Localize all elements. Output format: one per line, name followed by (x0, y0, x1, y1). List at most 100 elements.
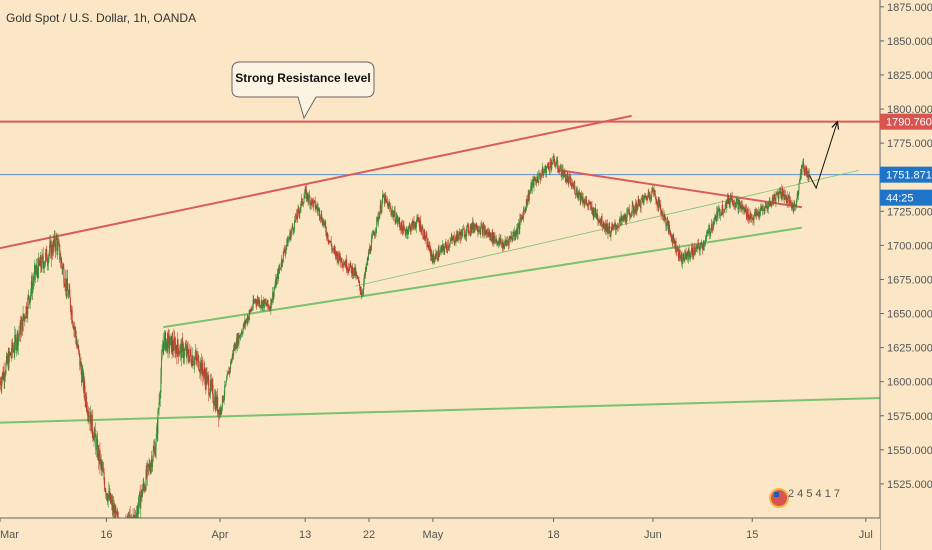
price-tick-label: 1600.000 (887, 377, 932, 389)
candle-body (521, 217, 523, 218)
trendline-resistance (0, 114, 632, 250)
candle-body (200, 362, 202, 374)
candle-body (653, 189, 655, 192)
candle-body (345, 259, 347, 268)
candle-body (539, 173, 541, 177)
candle-body (405, 232, 407, 235)
candle-body (438, 249, 440, 257)
candle-body (739, 205, 741, 209)
candle-body (485, 230, 487, 235)
candle-body (597, 219, 599, 221)
candle-body (609, 232, 611, 237)
candle-body (293, 229, 295, 231)
candle-body (614, 223, 616, 227)
candle-body (699, 246, 701, 251)
candle-body (626, 211, 628, 222)
candle-body (576, 188, 578, 194)
candle-body (72, 321, 74, 325)
candle-body (492, 232, 494, 243)
candle-body (701, 244, 703, 249)
candle-body (807, 172, 809, 175)
candle-body (158, 401, 160, 410)
candle-body (366, 263, 368, 269)
candle-body (592, 208, 594, 215)
candle-body (369, 247, 371, 252)
candle-body (265, 302, 267, 304)
candle-body (23, 314, 25, 319)
candle-body (637, 203, 639, 211)
candle-body (33, 271, 35, 282)
candle-body (777, 193, 779, 199)
candle-body (360, 291, 362, 293)
candle-body (564, 174, 566, 182)
candle-body (108, 491, 110, 500)
candle-body (457, 231, 459, 237)
candle-body (567, 177, 569, 184)
candle-body (343, 264, 345, 265)
candle-body (370, 250, 372, 252)
candle-body (612, 225, 614, 228)
candle-body (611, 226, 613, 228)
candle-body (639, 200, 641, 207)
candle-body (794, 203, 796, 205)
candle-body (724, 208, 726, 210)
candles-layer (0, 152, 810, 548)
candle-body (208, 378, 210, 395)
candle-body (310, 201, 312, 205)
candle-body (736, 199, 738, 201)
candle-body (186, 345, 188, 350)
candle-body (376, 217, 378, 218)
candle-body (397, 221, 399, 223)
candle-body (114, 507, 116, 523)
candle-body (392, 211, 394, 213)
candle-body (296, 218, 298, 220)
candle-body (364, 267, 366, 276)
candle-body (584, 201, 586, 203)
candle-body (273, 291, 275, 299)
candle-body (486, 233, 488, 235)
candle-body (12, 349, 14, 351)
candle-body (557, 160, 559, 169)
candle-body (660, 205, 662, 211)
candle-body (777, 193, 779, 195)
candle-body (106, 493, 108, 499)
candle-body (244, 320, 246, 324)
candle-body (591, 205, 593, 209)
candle-body (441, 247, 443, 252)
candle-body (793, 203, 795, 212)
candle-body (388, 203, 390, 209)
candle-body (511, 238, 513, 240)
candle-body (432, 254, 434, 263)
countdown-label-box (880, 189, 932, 206)
candle-body (560, 165, 562, 177)
candle-body (268, 306, 270, 309)
candle-body (721, 205, 723, 215)
candle-body (718, 208, 720, 210)
candle-body (509, 237, 511, 238)
candle-body (334, 250, 336, 256)
candle-body (243, 323, 245, 328)
watermark-digits: 2 4 5 4 1 7 (788, 488, 840, 500)
candle-body (338, 259, 340, 263)
candle-body (574, 185, 576, 194)
candle-body (239, 335, 241, 338)
candle-body (719, 208, 721, 217)
candle-body (84, 380, 86, 394)
candle-body (634, 209, 636, 214)
candle-body (142, 483, 144, 492)
candle-body (747, 208, 749, 219)
candle-body (30, 280, 32, 292)
candle-body (536, 176, 538, 183)
candle-body (9, 353, 11, 356)
candle-body (766, 206, 768, 209)
annotation-callout[interactable]: Strong Resistance level (231, 61, 375, 120)
candle-body (681, 261, 683, 264)
candle-body (11, 342, 13, 355)
candle-body (173, 337, 175, 351)
candle-body (104, 480, 106, 490)
candle-body (780, 192, 782, 194)
candle-body (575, 193, 577, 195)
candle-body (480, 225, 482, 227)
candle-body (339, 253, 341, 259)
candle-body (605, 224, 607, 232)
